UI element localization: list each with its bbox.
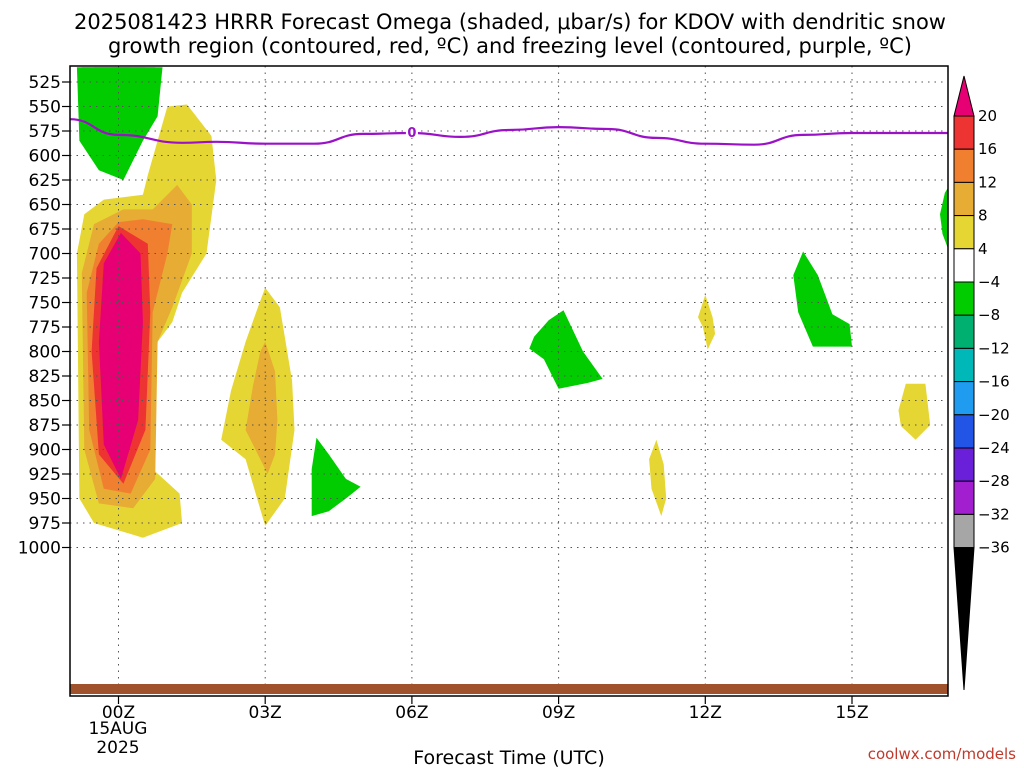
plot-area: 0: [70, 66, 948, 696]
gridlines: [70, 66, 948, 696]
colorbar-label: 8: [978, 207, 988, 225]
colorbar-label: −24: [978, 439, 1010, 457]
colorbar: 20 16 12 8 4 −4 −8 −12 −16 −20 −24 −28 −32 −36: [953, 75, 1010, 691]
omega-region-ascent-20-core: [98, 232, 143, 479]
colorbar-segment: [953, 148, 975, 183]
omega-region-ascent-4-16z: [898, 383, 931, 440]
y-tick-label: 1000: [18, 539, 61, 559]
x-tick-label: 12Z: [689, 703, 722, 723]
y-tick-label: 650: [29, 196, 61, 216]
x-tick-label: 09Z: [542, 703, 575, 723]
colorbar-bottom-arrow: [953, 547, 975, 691]
omega-region-ascent-8-03z: [245, 341, 278, 474]
colorbar-label: −4: [978, 273, 1000, 291]
y-tick-label: 750: [29, 294, 61, 314]
colorbar-segment: [953, 381, 975, 416]
colorbar-segment: [953, 248, 975, 283]
x-tick-label: 15Z: [835, 703, 868, 723]
colorbar-label: −20: [978, 406, 1010, 424]
x-axis: 00Z 03Z 06Z 09Z 12Z 15Z: [102, 696, 869, 723]
x-date-label-year: 2025: [96, 738, 139, 758]
y-tick-label: 625: [29, 171, 61, 191]
plot-frame: [69, 65, 949, 697]
colorbar-segment: [953, 347, 975, 383]
y-tick-label: 600: [29, 147, 61, 167]
colorbar-label: 16: [978, 140, 997, 158]
colorbar-segment: [953, 414, 975, 449]
x-axis-title: Forecast Time (UTC): [413, 747, 604, 768]
plot-background: [70, 66, 948, 696]
colorbar-segment: [953, 281, 975, 316]
x-tick-label: 06Z: [395, 703, 428, 723]
freezing-level-line: [70, 118, 948, 146]
colorbar-segment: [953, 314, 975, 349]
x-date-label-day: 15AUG: [89, 719, 148, 739]
omega-regions: [76, 67, 948, 538]
colorbar-label: −32: [978, 505, 1010, 523]
y-tick-label: 775: [29, 318, 61, 338]
colorbar-top-arrow: [953, 75, 975, 117]
y-tick-label: 825: [29, 367, 61, 387]
omega-region-descent-4-04z: [311, 437, 361, 517]
omega-region-descent-4-09z: [529, 310, 603, 389]
omega-region-descent-4-14z: [793, 251, 852, 347]
x-tick-label: 00Z: [102, 703, 135, 723]
y-tick-label: 700: [29, 245, 61, 265]
colorbar-label: −12: [978, 339, 1010, 357]
chart-title-line2: growth region (contoured, red, ºC) and f…: [108, 34, 912, 58]
y-tick-label: 925: [29, 465, 61, 485]
omega-region-ascent-4-11z: [649, 439, 667, 517]
y-tick-label: 575: [29, 122, 61, 142]
y-tick-label: 850: [29, 392, 61, 412]
colorbar-segment: [953, 115, 975, 150]
omega-region-descent-4-band: [76, 67, 163, 180]
y-tick-label: 875: [29, 416, 61, 436]
y-tick-label: 675: [29, 220, 61, 240]
freezing-level-label: 0: [407, 126, 416, 141]
ground-strip: [70, 684, 948, 694]
colorbar-segment: [953, 181, 975, 217]
freezing-label-bg: [405, 123, 418, 138]
colorbar-label: −36: [978, 539, 1010, 557]
colorbar-segment: [953, 215, 975, 250]
colorbar-label: 12: [978, 173, 997, 191]
y-tick-label: 525: [29, 73, 61, 93]
y-tick-label: 975: [29, 514, 61, 534]
y-axis: 525 550 575 600 625 650 675 700 725 750 775 800 825 8…: [18, 73, 70, 559]
y-tick-label: 725: [29, 269, 61, 289]
y-tick-label: 550: [29, 98, 61, 118]
credit-link[interactable]: coolwx.com/models: [868, 745, 1016, 763]
colorbar-label: 20: [978, 107, 997, 125]
colorbar-label: −16: [978, 373, 1010, 391]
freezing-level: 0: [70, 118, 948, 146]
y-tick-label: 950: [29, 490, 61, 510]
omega-region-ascent-4-12z: [698, 294, 716, 350]
colorbar-label: 4: [978, 240, 988, 258]
colorbar-segment: [953, 480, 975, 515]
y-tick-label: 900: [29, 441, 61, 461]
chart-title-line1: 2025081423 HRRR Forecast Omega (shaded, …: [74, 10, 946, 34]
y-tick-label: 800: [29, 343, 61, 363]
colorbar-label: −8: [978, 306, 1000, 324]
omega-region-descent-4-edge: [940, 187, 948, 249]
colorbar-segment: [953, 513, 975, 549]
colorbar-segment: [953, 447, 975, 482]
colorbar-label: −28: [978, 472, 1010, 490]
x-tick-label: 03Z: [249, 703, 282, 723]
